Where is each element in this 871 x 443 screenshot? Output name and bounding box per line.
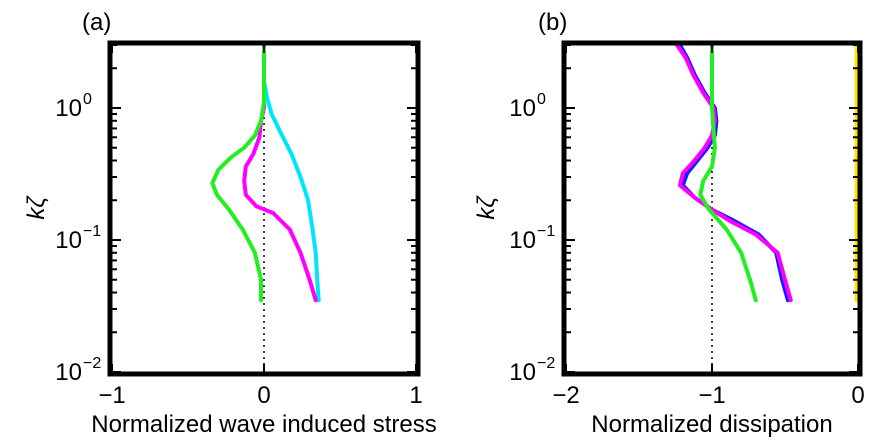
panel-label: (b)	[538, 9, 567, 36]
y-axis-label: kζ	[23, 195, 50, 220]
y-tick-exponent: −2	[83, 355, 101, 372]
y-tick-base: 10	[509, 359, 536, 386]
x-axis: −1 0 1	[98, 45, 423, 409]
y-tick-label: 10 −1	[509, 223, 555, 254]
series-line-3	[698, 43, 758, 303]
y-tick-label: 10 0	[55, 91, 92, 122]
y-tick-label: 10 −2	[509, 355, 555, 386]
x-tick-label: −1	[698, 382, 725, 409]
x-tick-label: −1	[98, 382, 125, 409]
x-axis-label: Normalized dissipation	[591, 411, 832, 438]
series-line-0	[262, 43, 321, 303]
y-tick-label: 10 −1	[55, 223, 101, 254]
y-tick-exponent: −1	[537, 223, 555, 240]
x-tick-label: 0	[851, 382, 864, 409]
y-tick-exponent: −1	[83, 223, 101, 240]
y-tick-exponent: 0	[537, 91, 546, 108]
y-tick-base: 10	[55, 359, 82, 386]
panel-label: (a)	[82, 9, 111, 36]
x-axis: −2 −1 0	[552, 45, 865, 409]
x-axis-label: Normalized wave induced stress	[91, 411, 436, 438]
x-tick-label: 0	[257, 382, 270, 409]
y-axis-label: kζ	[473, 195, 500, 220]
y-tick-base: 10	[509, 95, 536, 122]
series-group	[210, 43, 321, 303]
y-tick-base: 10	[509, 227, 536, 254]
series-line-2	[210, 43, 266, 303]
y-tick-label: 10 0	[509, 91, 546, 122]
series-line-2	[675, 43, 793, 303]
x-tick-label: −2	[552, 382, 579, 409]
y-tick-base: 10	[55, 95, 82, 122]
y-tick-label: 10 −2	[55, 355, 101, 386]
x-tick-label: 1	[409, 382, 422, 409]
plot-frame	[107, 40, 421, 377]
y-tick-exponent: 0	[83, 91, 92, 108]
y-tick-exponent: −2	[537, 355, 555, 372]
y-tick-base: 10	[55, 227, 82, 254]
series-group	[675, 43, 859, 303]
plot-frame	[561, 40, 863, 377]
